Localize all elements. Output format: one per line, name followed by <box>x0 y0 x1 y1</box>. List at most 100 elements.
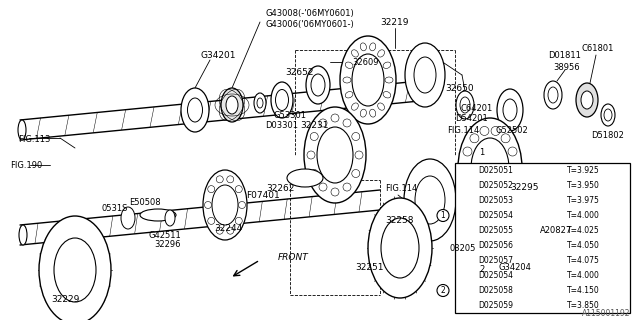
Text: T=4.000: T=4.000 <box>567 271 600 280</box>
Ellipse shape <box>415 176 445 224</box>
Text: D025052: D025052 <box>479 181 513 190</box>
Text: G53301: G53301 <box>273 110 306 119</box>
Ellipse shape <box>601 104 615 126</box>
Circle shape <box>470 193 479 202</box>
Text: G34201: G34201 <box>200 51 236 60</box>
Ellipse shape <box>604 109 612 121</box>
Circle shape <box>352 132 360 140</box>
Circle shape <box>227 176 234 183</box>
Circle shape <box>343 183 351 191</box>
Circle shape <box>480 126 489 135</box>
Ellipse shape <box>480 236 500 268</box>
Ellipse shape <box>456 91 474 119</box>
Circle shape <box>227 227 234 234</box>
Text: 2: 2 <box>440 286 445 295</box>
Circle shape <box>310 132 318 140</box>
Circle shape <box>491 201 500 210</box>
Text: D025057: D025057 <box>479 256 514 265</box>
Ellipse shape <box>405 43 445 107</box>
Circle shape <box>307 151 315 159</box>
Text: C61801: C61801 <box>582 44 614 52</box>
Text: 0531S: 0531S <box>102 204 128 212</box>
Text: 32219: 32219 <box>381 18 409 27</box>
Text: D01811: D01811 <box>548 51 581 60</box>
Ellipse shape <box>484 243 496 261</box>
Ellipse shape <box>576 83 598 117</box>
Ellipse shape <box>381 218 419 278</box>
Text: G43006('06MY0601-): G43006('06MY0601-) <box>266 20 355 28</box>
Text: D025055: D025055 <box>479 226 514 235</box>
Ellipse shape <box>203 170 247 240</box>
Text: D025053: D025053 <box>479 196 514 205</box>
Ellipse shape <box>311 74 325 96</box>
Ellipse shape <box>548 87 558 103</box>
Ellipse shape <box>287 169 323 187</box>
Circle shape <box>205 202 211 209</box>
Text: 03205: 03205 <box>450 244 476 252</box>
Text: T=4.150: T=4.150 <box>567 286 600 295</box>
Bar <box>345 55 387 69</box>
Text: 32231: 32231 <box>300 121 328 130</box>
Circle shape <box>236 217 243 224</box>
Text: 32262: 32262 <box>266 183 294 193</box>
Text: T=3.950: T=3.950 <box>567 181 600 190</box>
Circle shape <box>208 217 215 224</box>
Ellipse shape <box>516 193 544 237</box>
Ellipse shape <box>19 225 27 245</box>
Circle shape <box>501 134 510 143</box>
Text: 32296: 32296 <box>155 239 181 249</box>
Text: E50508: E50508 <box>129 197 161 206</box>
Ellipse shape <box>39 216 111 320</box>
Ellipse shape <box>271 82 293 118</box>
Text: T=4.075: T=4.075 <box>567 256 600 265</box>
Text: T=4.025: T=4.025 <box>567 226 600 235</box>
Ellipse shape <box>471 138 509 198</box>
Text: FIG.113: FIG.113 <box>18 134 51 143</box>
Ellipse shape <box>165 210 175 226</box>
Text: D025051: D025051 <box>479 166 513 175</box>
Ellipse shape <box>140 209 176 221</box>
Text: D025056: D025056 <box>479 241 514 250</box>
Ellipse shape <box>257 98 263 108</box>
Text: T=4.000: T=4.000 <box>567 211 600 220</box>
Ellipse shape <box>544 81 562 109</box>
Text: 32251: 32251 <box>356 263 384 273</box>
Circle shape <box>461 164 470 172</box>
Circle shape <box>310 170 318 178</box>
Text: 1: 1 <box>440 211 445 220</box>
Circle shape <box>501 193 510 202</box>
Circle shape <box>319 119 327 127</box>
Ellipse shape <box>188 98 202 122</box>
Circle shape <box>475 263 489 277</box>
Ellipse shape <box>221 88 243 122</box>
Circle shape <box>463 180 472 189</box>
Ellipse shape <box>404 159 456 241</box>
Ellipse shape <box>304 107 366 203</box>
Text: T=3.850: T=3.850 <box>567 301 600 310</box>
Ellipse shape <box>226 96 238 114</box>
Text: D54201: D54201 <box>455 114 488 123</box>
Text: T=3.975: T=3.975 <box>567 196 600 205</box>
Text: G42511: G42511 <box>148 230 181 239</box>
Text: 2: 2 <box>479 266 484 275</box>
Text: G43008(-'06MY0601): G43008(-'06MY0601) <box>266 9 355 18</box>
Text: A115001192: A115001192 <box>582 308 630 317</box>
Text: 32258: 32258 <box>386 215 414 225</box>
Text: 32295: 32295 <box>510 182 538 191</box>
Text: D025058: D025058 <box>479 286 513 295</box>
Ellipse shape <box>458 221 472 243</box>
Ellipse shape <box>317 127 353 183</box>
Text: FIG.114: FIG.114 <box>447 125 479 134</box>
Text: D03301: D03301 <box>265 121 298 130</box>
Ellipse shape <box>275 90 289 110</box>
Text: 32609: 32609 <box>353 58 380 67</box>
Ellipse shape <box>460 97 470 113</box>
Circle shape <box>236 186 243 193</box>
Circle shape <box>463 147 472 156</box>
Circle shape <box>480 201 489 210</box>
Text: D025054: D025054 <box>479 211 514 220</box>
Ellipse shape <box>121 207 135 229</box>
Text: 32244: 32244 <box>214 223 242 233</box>
Text: G34204: G34204 <box>498 263 531 273</box>
Circle shape <box>216 176 223 183</box>
